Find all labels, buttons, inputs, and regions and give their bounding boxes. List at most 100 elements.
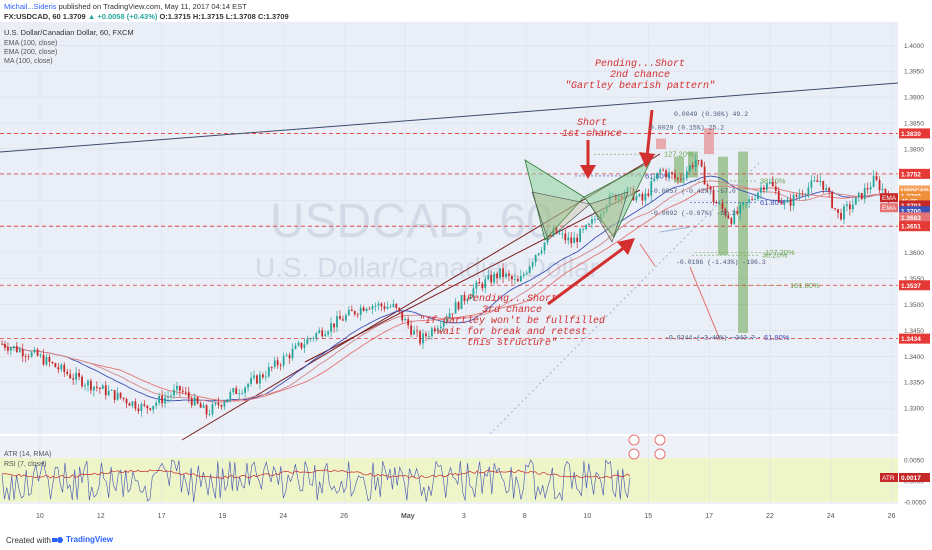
tradingview-brand-link[interactable]: TradingView bbox=[66, 535, 113, 544]
annotation-line: 1st chance bbox=[562, 128, 622, 140]
measure-label: -0.0092 (-0.67%) -92.2 bbox=[650, 210, 736, 217]
author-link[interactable]: Michail...Sideris bbox=[4, 2, 57, 11]
candle-body bbox=[866, 188, 869, 190]
event-icon-4[interactable] bbox=[654, 448, 666, 460]
atr-value: 0.0017 bbox=[901, 475, 921, 482]
candle-body bbox=[7, 347, 9, 351]
candle-body bbox=[104, 385, 107, 396]
publish-info: Michail...Sideris published on TradingVi… bbox=[4, 2, 247, 11]
candle-body bbox=[837, 209, 839, 213]
candle-body bbox=[223, 402, 226, 407]
time-tick-label: 22 bbox=[766, 513, 774, 520]
candle-body bbox=[454, 302, 457, 314]
measure-label: -0.0057 (-0.42%) -57.0 bbox=[650, 188, 736, 195]
time-axis bbox=[0, 504, 932, 532]
candle-body bbox=[333, 323, 335, 328]
candle-body bbox=[208, 414, 211, 415]
candle-body bbox=[134, 401, 137, 409]
candle-body bbox=[93, 386, 95, 391]
candle-body bbox=[650, 181, 653, 196]
candle-body bbox=[270, 366, 273, 368]
event-icon-2[interactable] bbox=[654, 434, 666, 446]
price-chart[interactable]: USDCAD, 60 U.S. Dollar/Canadian Dollar 1… bbox=[0, 22, 932, 532]
arrow-2nd-chance bbox=[645, 109, 654, 158]
candle-body bbox=[365, 308, 368, 311]
time-tick-label: 24 bbox=[827, 513, 835, 520]
candle-body bbox=[656, 172, 659, 179]
annotation-arrows bbox=[547, 109, 721, 341]
candle-body bbox=[324, 334, 327, 337]
candle-body bbox=[24, 356, 27, 358]
annotation-line: 2nd chance bbox=[610, 69, 670, 81]
candle-body bbox=[392, 303, 395, 307]
atr-band bbox=[0, 458, 898, 502]
symbol-label: FX:USDCAD, 60 bbox=[4, 12, 61, 21]
candle-body bbox=[677, 178, 679, 180]
candle-body bbox=[881, 188, 884, 191]
candle-body bbox=[178, 385, 181, 391]
candle-body bbox=[822, 180, 825, 190]
candle-body bbox=[146, 405, 149, 409]
candle-body bbox=[691, 165, 694, 168]
candle-body bbox=[466, 299, 469, 301]
candle-body bbox=[854, 197, 857, 205]
candle-body bbox=[662, 169, 665, 171]
annotation-line: Short bbox=[577, 117, 607, 129]
fib-level-label: 127.20% bbox=[765, 248, 795, 257]
candle-body bbox=[502, 268, 504, 277]
atr-label: ATR (14, RMA) bbox=[4, 451, 51, 458]
arrow-1st-chance-head bbox=[580, 165, 596, 179]
candle-body bbox=[371, 305, 374, 310]
candle-body bbox=[555, 227, 558, 234]
time-tick-label: 15 bbox=[644, 513, 652, 520]
candle-body bbox=[561, 233, 564, 235]
time-tick-label: 10 bbox=[584, 513, 592, 520]
candle-body bbox=[534, 255, 537, 263]
price-label-bg bbox=[899, 185, 930, 196]
candle-body bbox=[181, 390, 184, 392]
candle-body bbox=[549, 235, 552, 237]
candle-body bbox=[285, 355, 288, 356]
fib-zone-box bbox=[674, 156, 684, 183]
price-tick-label: 1.4000 bbox=[904, 43, 924, 50]
pattern-bcd bbox=[583, 161, 651, 238]
candle-body bbox=[282, 355, 285, 366]
candle-body bbox=[487, 275, 490, 280]
candle-body bbox=[149, 408, 152, 410]
candle-body bbox=[235, 388, 238, 395]
candle-body bbox=[736, 211, 739, 214]
time-tick-label: 12 bbox=[97, 513, 105, 520]
candle-body bbox=[95, 386, 98, 388]
price-tick-label: 1.3550 bbox=[904, 276, 924, 283]
candle-body bbox=[413, 330, 415, 335]
candle-body bbox=[21, 349, 24, 357]
candle-body bbox=[469, 296, 472, 300]
event-icon-1[interactable] bbox=[628, 434, 640, 446]
candle-body bbox=[733, 211, 736, 224]
candle-body bbox=[472, 288, 475, 297]
annotation-line: 3rd chance bbox=[482, 304, 542, 316]
path-arrow-3 bbox=[689, 266, 721, 341]
path-arrow-1 bbox=[639, 243, 656, 267]
atr-tag: ATR bbox=[882, 475, 895, 482]
candle-body bbox=[436, 328, 439, 332]
tradingview-logo-icon bbox=[52, 537, 63, 543]
candle-body bbox=[724, 208, 727, 216]
price-change: ▲ +0.0058 (+0.43%) bbox=[87, 12, 158, 21]
candle-body bbox=[264, 376, 267, 378]
event-markers[interactable] bbox=[628, 434, 666, 460]
candle-body bbox=[579, 229, 582, 243]
candle-body bbox=[588, 223, 590, 225]
candle-body bbox=[780, 201, 783, 204]
atr-tag-bg bbox=[880, 473, 898, 482]
candle-body bbox=[90, 380, 92, 391]
channel-line-2 bbox=[304, 189, 641, 363]
candle-body bbox=[51, 361, 54, 364]
time-axis-labels: 10 12 17 19 24 26 May 3 8 10 15 17 22 24 26 bbox=[36, 513, 896, 520]
candle-body bbox=[241, 392, 244, 394]
candle-body bbox=[267, 366, 270, 377]
candle-body bbox=[184, 391, 187, 393]
chart-header: Michail...Sideris published on TradingVi… bbox=[0, 0, 932, 22]
event-icon-3[interactable] bbox=[628, 448, 640, 460]
